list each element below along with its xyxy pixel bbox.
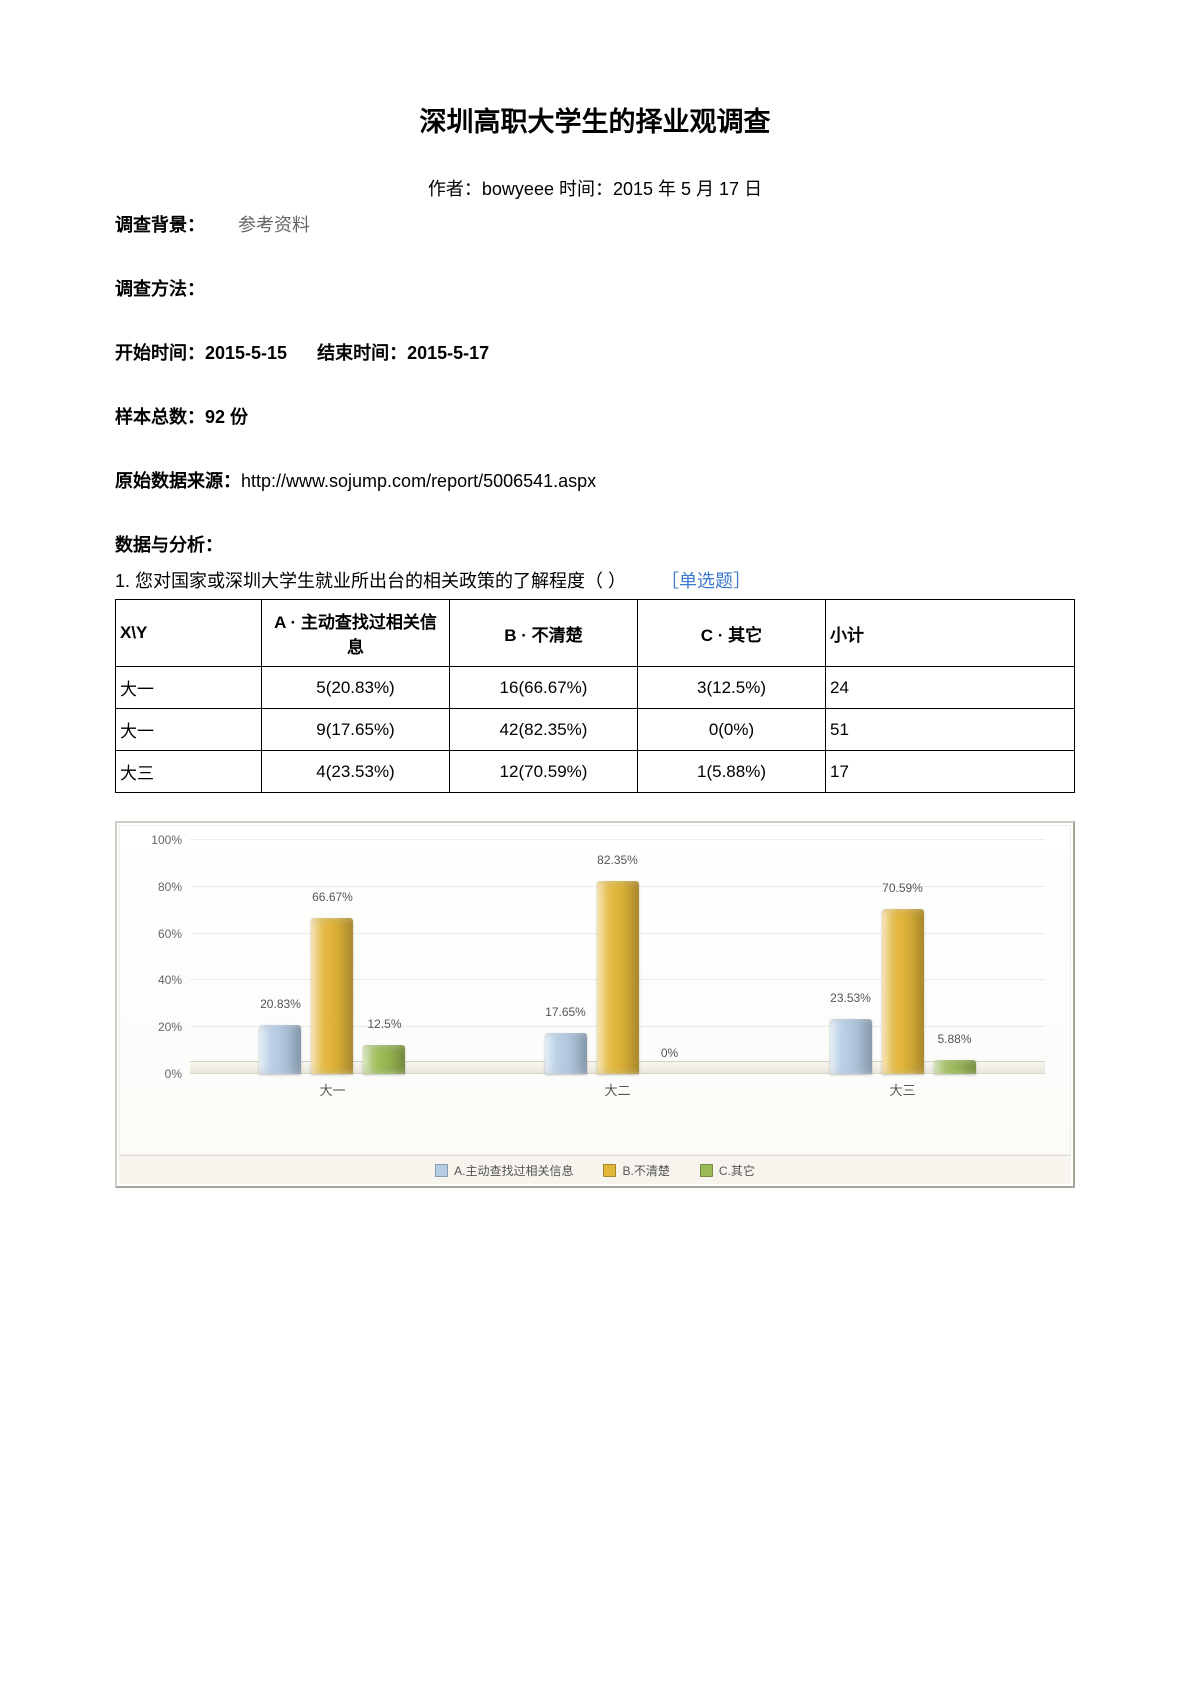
sample-value: 92 份: [205, 407, 248, 427]
time-value: 2015 年 5 月 17 日: [613, 179, 762, 199]
col-a: A · 主动查找过相关信息: [262, 600, 450, 667]
table-cell: 1(5.88%): [638, 751, 826, 793]
chart-legend: A.主动查找过相关信息 B.不清楚 C.其它: [119, 1155, 1071, 1184]
chart-value-label: 0%: [661, 1046, 678, 1060]
chart-plot: 0%20%40%60%80%100%大一20.83%66.67%12.5%大二1…: [190, 840, 1045, 1074]
chart-value-label: 70.59%: [882, 881, 923, 895]
legend-item: B.不清楚: [603, 1162, 669, 1179]
col-xy: X\Y: [116, 600, 262, 667]
chart-y-label: 60%: [140, 927, 182, 941]
chart-y-label: 80%: [140, 880, 182, 894]
legend-swatch: [435, 1164, 448, 1177]
col-c: C · 其它: [638, 600, 826, 667]
author-name: bowyeee: [482, 179, 554, 199]
chart-value-label: 23.53%: [830, 991, 871, 1005]
method-row: 调查方法：: [115, 275, 1075, 301]
chart-x-label: 大三: [889, 1080, 915, 1099]
table-cell: 16(66.67%): [450, 667, 638, 709]
chart-value-label: 5.88%: [937, 1032, 971, 1046]
chart-bar: [597, 881, 639, 1074]
table-cell: 42(82.35%): [450, 709, 638, 751]
end-label: 结束时间：: [287, 343, 407, 363]
chart-container: 0% 20% 40% 60% 80% 100% 大一 20.83% 66.67% 12.5% 大二 1…: [115, 821, 1075, 1188]
data-table: X\Y A · 主动查找过相关信息 B · 不清楚 C · 其它 小计 大一5(…: [115, 599, 1075, 793]
legend-label: C.其它: [719, 1162, 755, 1179]
chart-value-label: 66.67%: [312, 890, 353, 904]
end-value: 2015-5-17: [407, 343, 489, 363]
table-row: 大一5(20.83%)16(66.67%)3(12.5%)24: [116, 667, 1075, 709]
table-cell: 3(12.5%): [638, 667, 826, 709]
document-page: 深圳高职大学生的择业观调查 作者：bowyeee 时间：2015 年 5 月 1…: [0, 0, 1190, 1683]
table-cell: 4(23.53%): [262, 751, 450, 793]
chart-bar: [545, 1033, 587, 1074]
analysis-label: 数据与分析：: [115, 531, 1075, 557]
table-cell: 5(20.83%): [262, 667, 450, 709]
table-cell: 大一: [116, 709, 262, 751]
source-value: http://www.sojump.com/report/5006541.asp…: [241, 471, 596, 491]
chart-plot-area: 0% 20% 40% 60% 80% 100% 大一 20.83% 66.67% 12.5% 大二 1…: [119, 825, 1071, 1155]
source-row: 原始数据来源：http://www.sojump.com/report/5006…: [115, 467, 1075, 493]
start-label: 开始时间：: [115, 343, 205, 363]
chart-bar: [311, 918, 353, 1074]
byline: 作者：bowyeee 时间：2015 年 5 月 17 日: [115, 175, 1075, 201]
start-value: 2015-5-15: [205, 343, 287, 363]
question-tag: ［单选题］: [661, 571, 751, 591]
legend-label: B.不清楚: [622, 1162, 669, 1179]
method-label: 调查方法：: [115, 279, 205, 299]
sample-row: 样本总数：92 份: [115, 403, 1075, 429]
col-b: B · 不清楚: [450, 600, 638, 667]
table-cell: 24: [826, 667, 1075, 709]
legend-item: C.其它: [700, 1162, 755, 1179]
chart-bar: [934, 1060, 976, 1074]
table-cell: 大一: [116, 667, 262, 709]
col-total: 小计: [826, 600, 1075, 667]
chart-gridline: [190, 839, 1045, 840]
table-cell: 51: [826, 709, 1075, 751]
legend-swatch: [700, 1164, 713, 1177]
chart-x-label: 大一: [319, 1080, 345, 1099]
chart-value-label: 12.5%: [367, 1017, 401, 1031]
table-cell: 9(17.65%): [262, 709, 450, 751]
table-cell: 17: [826, 751, 1075, 793]
chart-value-label: 82.35%: [597, 853, 638, 867]
chart-bar: [259, 1025, 301, 1074]
chart-value-label: 20.83%: [260, 997, 301, 1011]
table-header-row: X\Y A · 主动查找过相关信息 B · 不清楚 C · 其它 小计: [116, 600, 1075, 667]
legend-swatch: [603, 1164, 616, 1177]
background-label: 调查背景：: [115, 215, 205, 235]
chart-y-label: 40%: [140, 973, 182, 987]
chart-y-label: 20%: [140, 1020, 182, 1034]
table-cell: 大三: [116, 751, 262, 793]
chart-value-label: 17.65%: [545, 1005, 586, 1019]
chart-y-label: 0%: [140, 1067, 182, 1081]
table-cell: 12(70.59%): [450, 751, 638, 793]
chart-bar: [363, 1045, 405, 1074]
time-range-row: 开始时间：2015-5-15 结束时间：2015-5-17: [115, 339, 1075, 365]
question-line: 1. 您对国家或深圳大学生就业所出台的相关政策的了解程度（ ） ［单选题］: [115, 567, 1075, 593]
sample-label: 样本总数：: [115, 407, 205, 427]
table-row: 大一9(17.65%)42(82.35%)0(0%)51: [116, 709, 1075, 751]
table-cell: 0(0%): [638, 709, 826, 751]
time-prefix: 时间：: [554, 179, 613, 199]
legend-label: A.主动查找过相关信息: [454, 1162, 573, 1179]
reference-label: 参考资料: [238, 215, 310, 235]
chart-bar: [830, 1019, 872, 1074]
background-row: 调查背景： 参考资料: [115, 211, 1075, 237]
table-row: 大三4(23.53%)12(70.59%)1(5.88%)17: [116, 751, 1075, 793]
source-label: 原始数据来源：: [115, 471, 241, 491]
question-text: 1. 您对国家或深圳大学生就业所出台的相关政策的了解程度（ ）: [115, 571, 626, 591]
chart-x-label: 大二: [604, 1080, 630, 1099]
legend-item: A.主动查找过相关信息: [435, 1162, 573, 1179]
author-prefix: 作者：: [428, 179, 482, 199]
page-title: 深圳高职大学生的择业观调查: [115, 100, 1075, 139]
chart-bar: [882, 909, 924, 1074]
chart-y-label: 100%: [140, 833, 182, 847]
